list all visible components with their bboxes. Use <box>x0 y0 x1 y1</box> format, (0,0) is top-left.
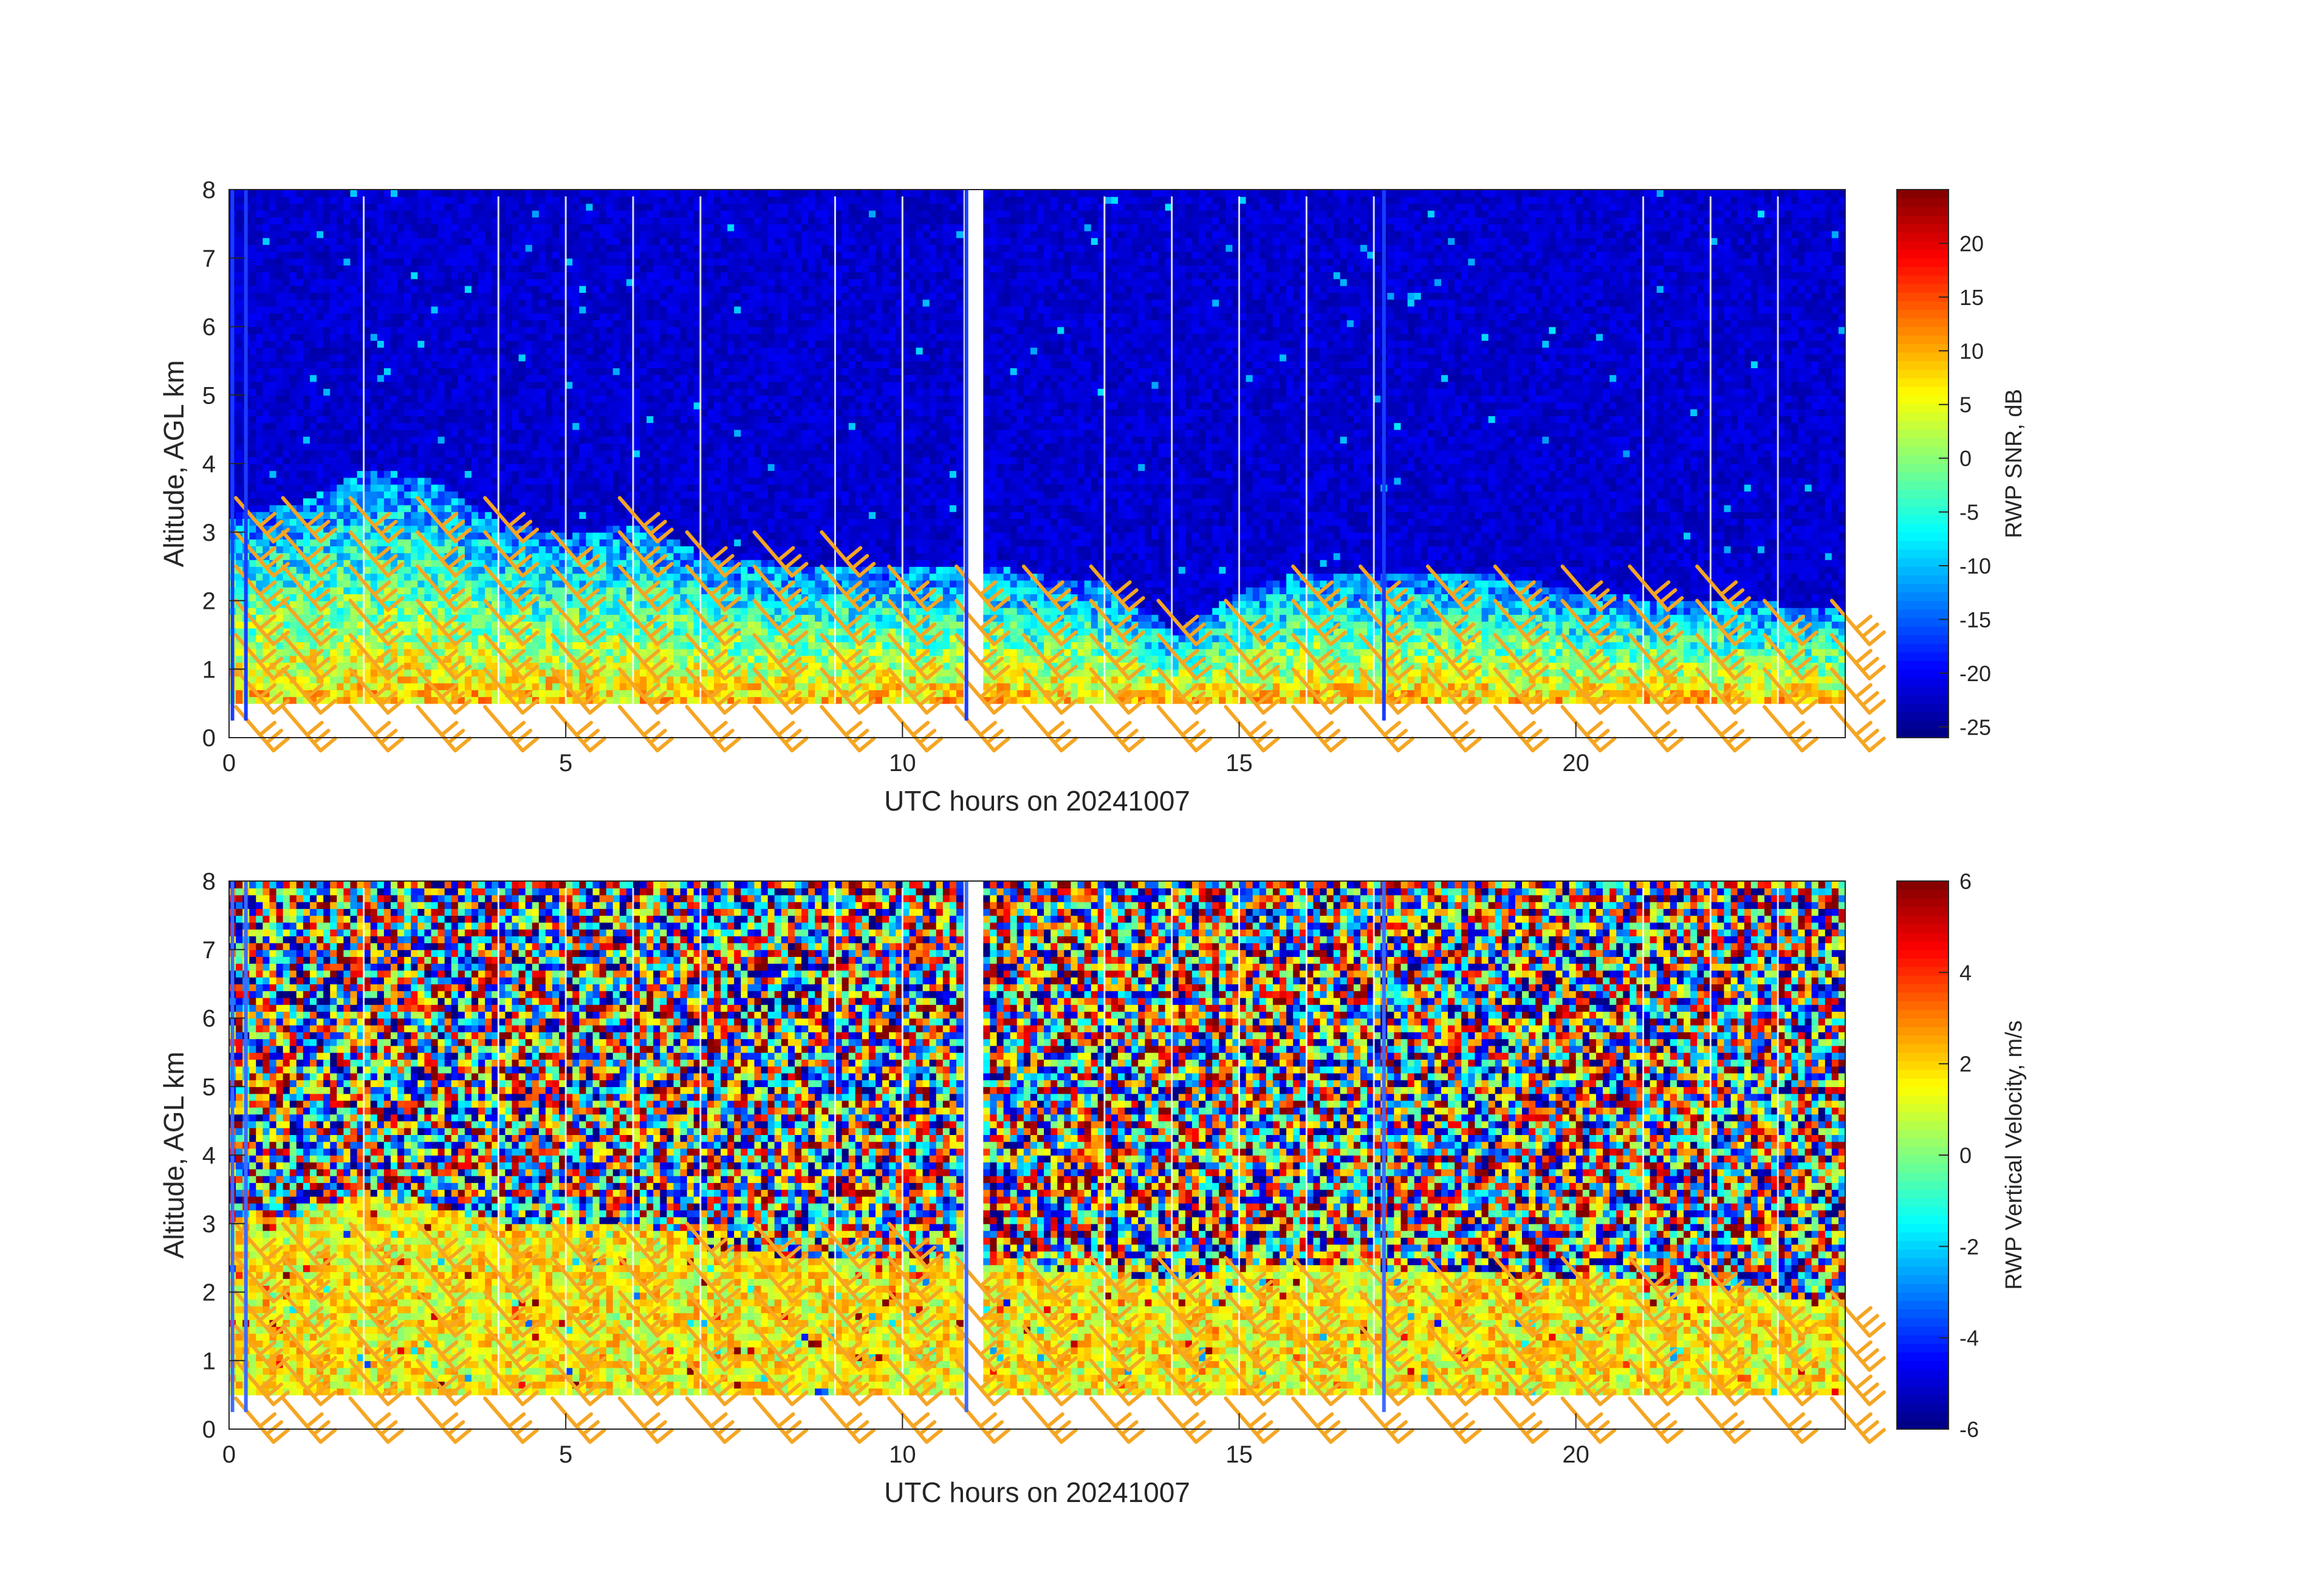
colorbar-tick-label: 0 <box>1959 446 1972 471</box>
x-tick-label: 10 <box>889 750 916 777</box>
x-tick-label: 10 <box>889 1441 916 1468</box>
colorbar-label: RWP Vertical Velocity, m/s <box>2001 1020 2027 1289</box>
x-tick-label: 20 <box>1562 1441 1589 1468</box>
y-tick-label: 7 <box>202 245 216 272</box>
x-tick-label: 5 <box>559 750 572 777</box>
y-tick-label: 8 <box>202 868 216 895</box>
x-tick-label: 20 <box>1562 750 1589 777</box>
y-tick-label: 1 <box>202 1348 216 1374</box>
x-tick-label: 0 <box>222 1441 236 1468</box>
colorbar-tick-label: 0 <box>1959 1143 1972 1168</box>
x-tick-label: 15 <box>1225 1441 1253 1468</box>
y-tick-label: 4 <box>202 451 216 478</box>
y-tick-label: 7 <box>202 937 216 964</box>
colorbar-tick-label: 10 <box>1959 338 1984 363</box>
x-tick-label: 15 <box>1225 750 1253 777</box>
colorbar-tick-label: -10 <box>1959 554 1991 578</box>
y-tick-label: 1 <box>202 656 216 683</box>
colorbar-tick-label: -15 <box>1959 607 1991 632</box>
colorbar-label: RWP SNR, dB <box>2001 389 2027 538</box>
colorbar-tick-label: 5 <box>1959 393 1972 417</box>
colorbar-tick-label: 20 <box>1959 231 1984 256</box>
y-tick-label: 5 <box>202 382 216 409</box>
y-tick-label: 0 <box>202 725 216 752</box>
y-tick-label: 3 <box>202 520 216 546</box>
y-tick-label: 6 <box>202 1006 216 1032</box>
y-axis-label: Altitude, AGL km <box>158 360 190 568</box>
colorbar-tick-label: 2 <box>1959 1052 1972 1077</box>
x-tick-label: 0 <box>222 750 236 777</box>
y-tick-label: 6 <box>202 314 216 341</box>
x-axis-label: UTC hours on 20241007 <box>884 1477 1190 1508</box>
colorbar-tick-label: -25 <box>1959 715 1991 739</box>
colorbar-tick-label: 6 <box>1959 869 1972 894</box>
y-tick-label: 2 <box>202 588 216 615</box>
y-tick-label: 5 <box>202 1074 216 1100</box>
colorbar-tick-label: -5 <box>1959 500 1979 525</box>
colorbar-tick-label: 15 <box>1959 285 1984 310</box>
y-tick-label: 8 <box>202 177 216 204</box>
colorbar-tick-label: -20 <box>1959 661 1991 686</box>
colorbar-tick-label: -4 <box>1959 1326 1979 1351</box>
y-tick-label: 0 <box>202 1416 216 1443</box>
y-tick-label: 2 <box>202 1280 216 1306</box>
y-tick-label: 3 <box>202 1211 216 1238</box>
colorbar-tick-label: -6 <box>1959 1417 1979 1442</box>
y-tick-label: 4 <box>202 1142 216 1169</box>
colorbar-tick-label: -2 <box>1959 1234 1979 1259</box>
y-axis-label: Altitude, AGL km <box>158 1052 190 1259</box>
x-axis-label: UTC hours on 20241007 <box>884 785 1190 817</box>
x-tick-label: 5 <box>559 1441 572 1468</box>
colorbar-tick-label: 4 <box>1959 960 1972 985</box>
